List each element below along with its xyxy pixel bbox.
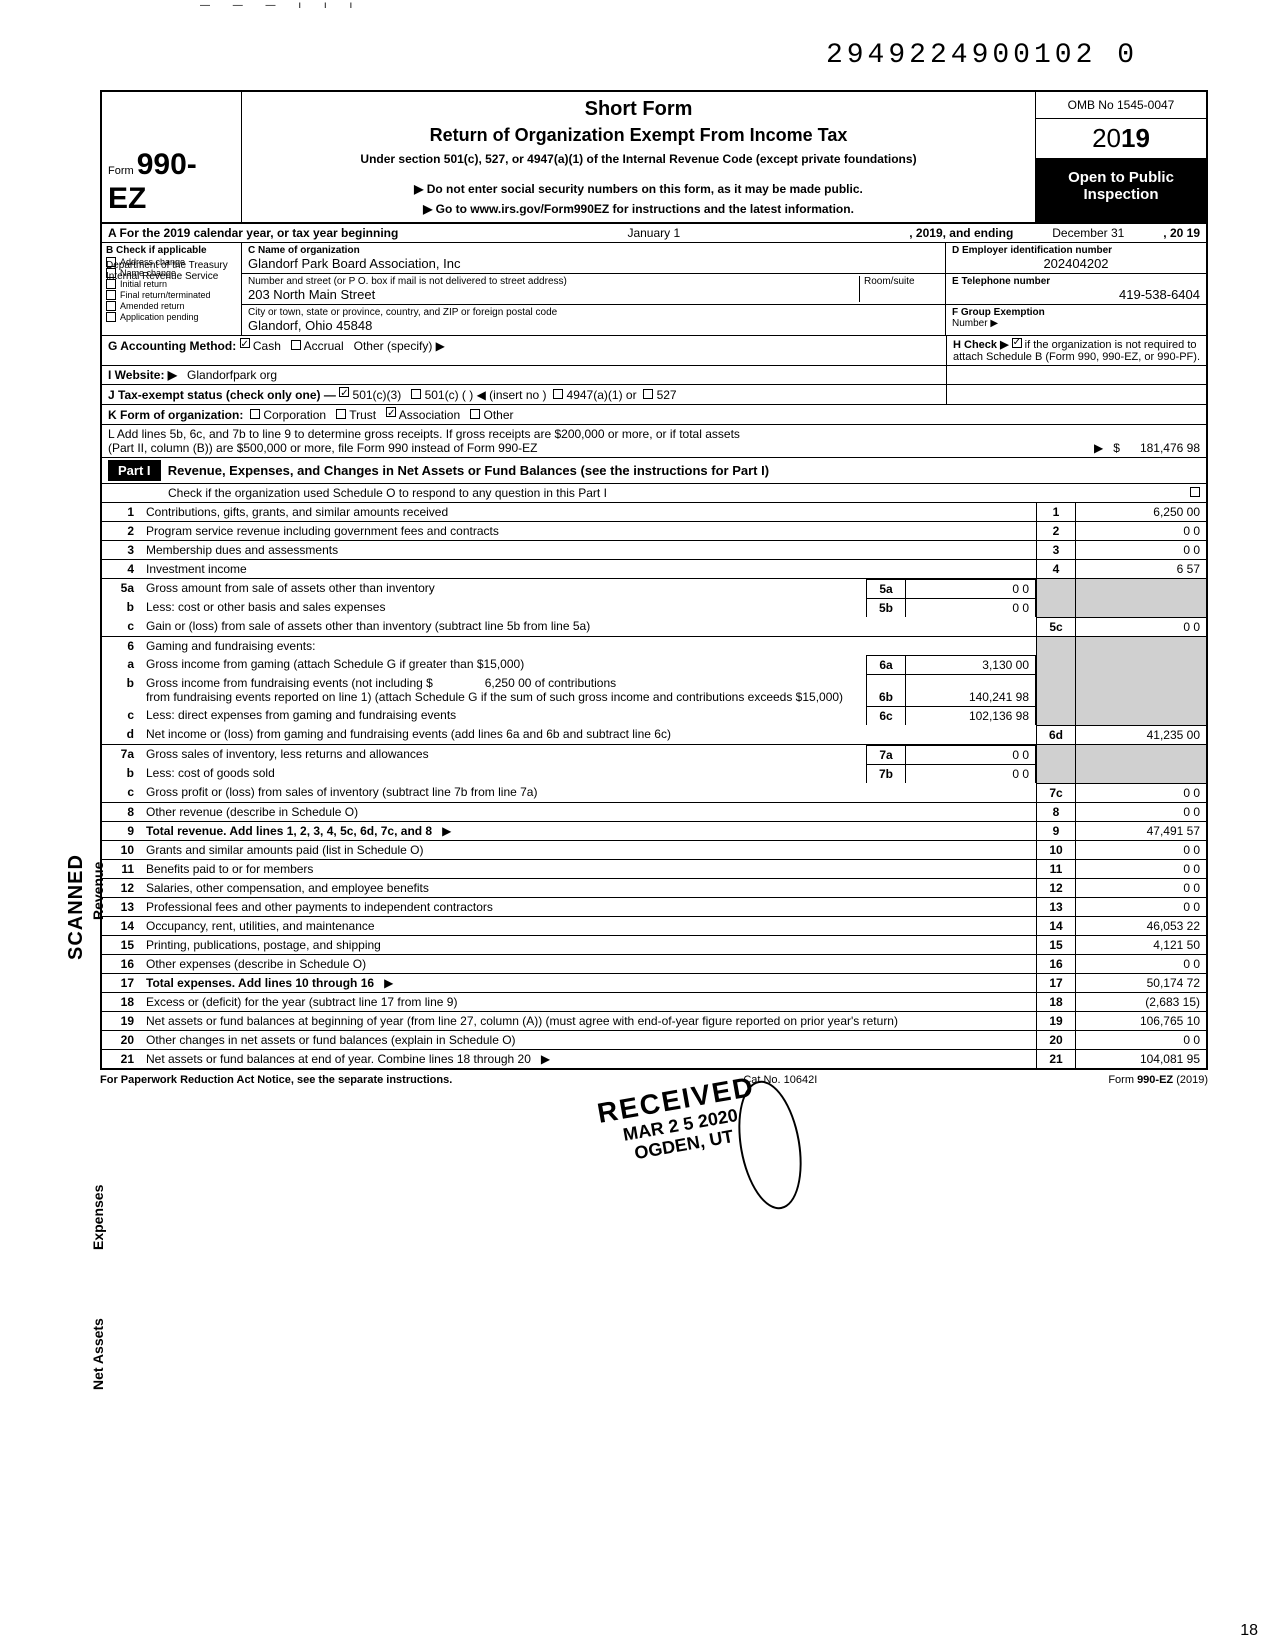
- line-2: 2Program service revenue including gover…: [100, 522, 1208, 541]
- part-i-header: Part I Revenue, Expenses, and Changes in…: [100, 458, 1208, 484]
- chk-amended-return[interactable]: [106, 301, 116, 311]
- form-prefix: Form: [108, 165, 134, 177]
- open-to-public: Open to Public Inspection: [1036, 159, 1206, 222]
- part-i-check: Check if the organization used Schedule …: [100, 484, 1208, 503]
- chk-501c[interactable]: [411, 389, 421, 399]
- chk-other-org[interactable]: [470, 409, 480, 419]
- line-16: 16Other expenses (describe in Schedule O…: [100, 955, 1208, 974]
- chk-527[interactable]: [643, 389, 653, 399]
- line-6b: b Gross income from fundraising events (…: [100, 674, 1208, 706]
- chk-accrual[interactable]: [291, 340, 301, 350]
- col-d-e-f: D Employer identification number 2024042…: [946, 243, 1206, 335]
- footer-cat: Cat No. 10642I: [743, 1074, 817, 1086]
- form-number: 990-EZ: [108, 148, 197, 215]
- chk-corp[interactable]: [250, 409, 260, 419]
- col-c-name-address: C Name of organization Glandorf Park Boa…: [242, 243, 946, 335]
- line-8: 8Other revenue (describe in Schedule O) …: [100, 803, 1208, 822]
- line-1: 1Contributions, gifts, grants, and simil…: [100, 503, 1208, 522]
- website: Glandorfpark org: [187, 368, 277, 382]
- title-under: Under section 501(c), 527, or 4947(a)(1)…: [252, 152, 1025, 166]
- phone: 419-538-6404: [952, 287, 1200, 302]
- row-i-website: I Website: ▶ Glandorfpark org: [100, 366, 1208, 385]
- line-7c: cGross profit or (loss) from sales of in…: [100, 783, 1208, 803]
- identity-block: B Check if applicable Address change Nam…: [100, 243, 1208, 336]
- line-5c: cGain or (loss) from sale of assets othe…: [100, 617, 1208, 637]
- line-6c: cLess: direct expenses from gaming and f…: [100, 706, 1208, 725]
- line-7a: 7aGross sales of inventory, less returns…: [100, 745, 1208, 764]
- box-h: H Check ▶ if the organization is not req…: [946, 336, 1206, 365]
- line-13: 13Professional fees and other payments t…: [100, 898, 1208, 917]
- goto-link: ▶ Go to www.irs.gov/Form990EZ for instru…: [252, 202, 1025, 216]
- header-center: Short Form Return of Organization Exempt…: [242, 92, 1036, 222]
- chk-4947a1[interactable]: [553, 389, 563, 399]
- line-6d: dNet income or (loss) from gaming and fu…: [100, 725, 1208, 745]
- chk-final-return[interactable]: [106, 290, 116, 300]
- row-l-gross-receipts: L Add lines 5b, 6c, and 7b to line 9 to …: [100, 425, 1208, 458]
- side-netassets: Net Assets: [90, 1318, 106, 1390]
- chk-trust[interactable]: [336, 409, 346, 419]
- chk-application-pending[interactable]: [106, 312, 116, 322]
- form-header: Form 990-EZ Short Form Return of Organiz…: [100, 90, 1208, 224]
- omb-number: OMB No 1545-0047: [1036, 92, 1206, 119]
- line-5a: 5aGross amount from sale of assets other…: [100, 579, 1208, 598]
- tax-year: 2019: [1036, 119, 1206, 159]
- row-j-status: J Tax-exempt status (check only one) — 5…: [100, 385, 1208, 405]
- line-12: 12Salaries, other compensation, and empl…: [100, 879, 1208, 898]
- corner-page-num: 18: [1240, 1622, 1258, 1640]
- side-expenses: Expenses: [90, 1185, 106, 1250]
- line-4: 4Investment income 46 57: [100, 560, 1208, 579]
- row-a-tax-year: A For the 2019 calendar year, or tax yea…: [100, 224, 1208, 243]
- col-b-checkboxes: B Check if applicable Address change Nam…: [102, 243, 242, 335]
- gross-receipts: 181,476 98: [1140, 441, 1200, 455]
- line-11: 11Benefits paid to or for members110 0: [100, 860, 1208, 879]
- line-7b: bLess: cost of goods sold 7b0 0: [100, 764, 1208, 783]
- chk-h[interactable]: [1012, 338, 1022, 348]
- line-6: 6Gaming and fundraising events:: [100, 637, 1208, 655]
- line-9: 9Total revenue. Add lines 1, 2, 3, 4, 5c…: [100, 822, 1208, 841]
- open-line1: Open to Public: [1040, 169, 1202, 186]
- line-18: 18Excess or (deficit) for the year (subt…: [100, 993, 1208, 1012]
- side-revenue: Revenue: [90, 862, 106, 920]
- line-10: 10Grants and similar amounts paid (list …: [100, 841, 1208, 860]
- title-short: Short Form: [252, 98, 1025, 121]
- org-city: Glandorf, Ohio 45848: [248, 318, 939, 333]
- line-17: 17Total expenses. Add lines 10 through 1…: [100, 974, 1208, 993]
- top-dln-number: 2949224900102 0: [826, 40, 1138, 71]
- scan-marks: — — — ı ı ı: [200, 0, 362, 11]
- line-5b: bLess: cost or other basis and sales exp…: [100, 598, 1208, 617]
- line-15: 15Printing, publications, postage, and s…: [100, 936, 1208, 955]
- chk-cash[interactable]: [240, 338, 250, 348]
- line-21: 21Net assets or fund balances at end of …: [100, 1050, 1208, 1070]
- footer-form: Form 990-EZ (2019): [1108, 1074, 1208, 1086]
- line-20: 20Other changes in net assets or fund ba…: [100, 1031, 1208, 1050]
- part-i-label: Part I: [108, 460, 161, 481]
- dept-treasury: Department of the Treasury Internal Reve…: [106, 260, 228, 282]
- open-line2: Inspection: [1040, 186, 1202, 203]
- row-g-h: G Accounting Method: Cash Accrual Other …: [100, 336, 1208, 366]
- stamp-oval: [729, 1076, 811, 1214]
- org-street: 203 North Main Street: [248, 287, 859, 302]
- page-footer: For Paperwork Reduction Act Notice, see …: [100, 1070, 1208, 1090]
- line-3: 3Membership dues and assessments 30 0: [100, 541, 1208, 560]
- do-not-enter: ▶ Do not enter social security numbers o…: [252, 182, 1025, 196]
- chk-501c3[interactable]: [339, 387, 349, 397]
- line-6a: aGross income from gaming (attach Schedu…: [100, 655, 1208, 674]
- form-number-box: Form 990-EZ: [102, 92, 242, 222]
- header-right: OMB No 1545-0047 2019 Open to Public Ins…: [1036, 92, 1206, 222]
- chk-assoc[interactable]: [386, 407, 396, 417]
- side-scanned: SCANNED: [65, 854, 88, 960]
- chk-schedule-o[interactable]: [1190, 487, 1200, 497]
- footer-left: For Paperwork Reduction Act Notice, see …: [100, 1074, 452, 1086]
- title-return: Return of Organization Exempt From Incom…: [252, 125, 1025, 146]
- line-14: 14Occupancy, rent, utilities, and mainte…: [100, 917, 1208, 936]
- row-k-form-org: K Form of organization: Corporation Trus…: [100, 405, 1208, 425]
- ein: 202404202: [952, 256, 1200, 271]
- line-19: 19Net assets or fund balances at beginni…: [100, 1012, 1208, 1031]
- org-name: Glandorf Park Board Association, Inc: [248, 256, 939, 271]
